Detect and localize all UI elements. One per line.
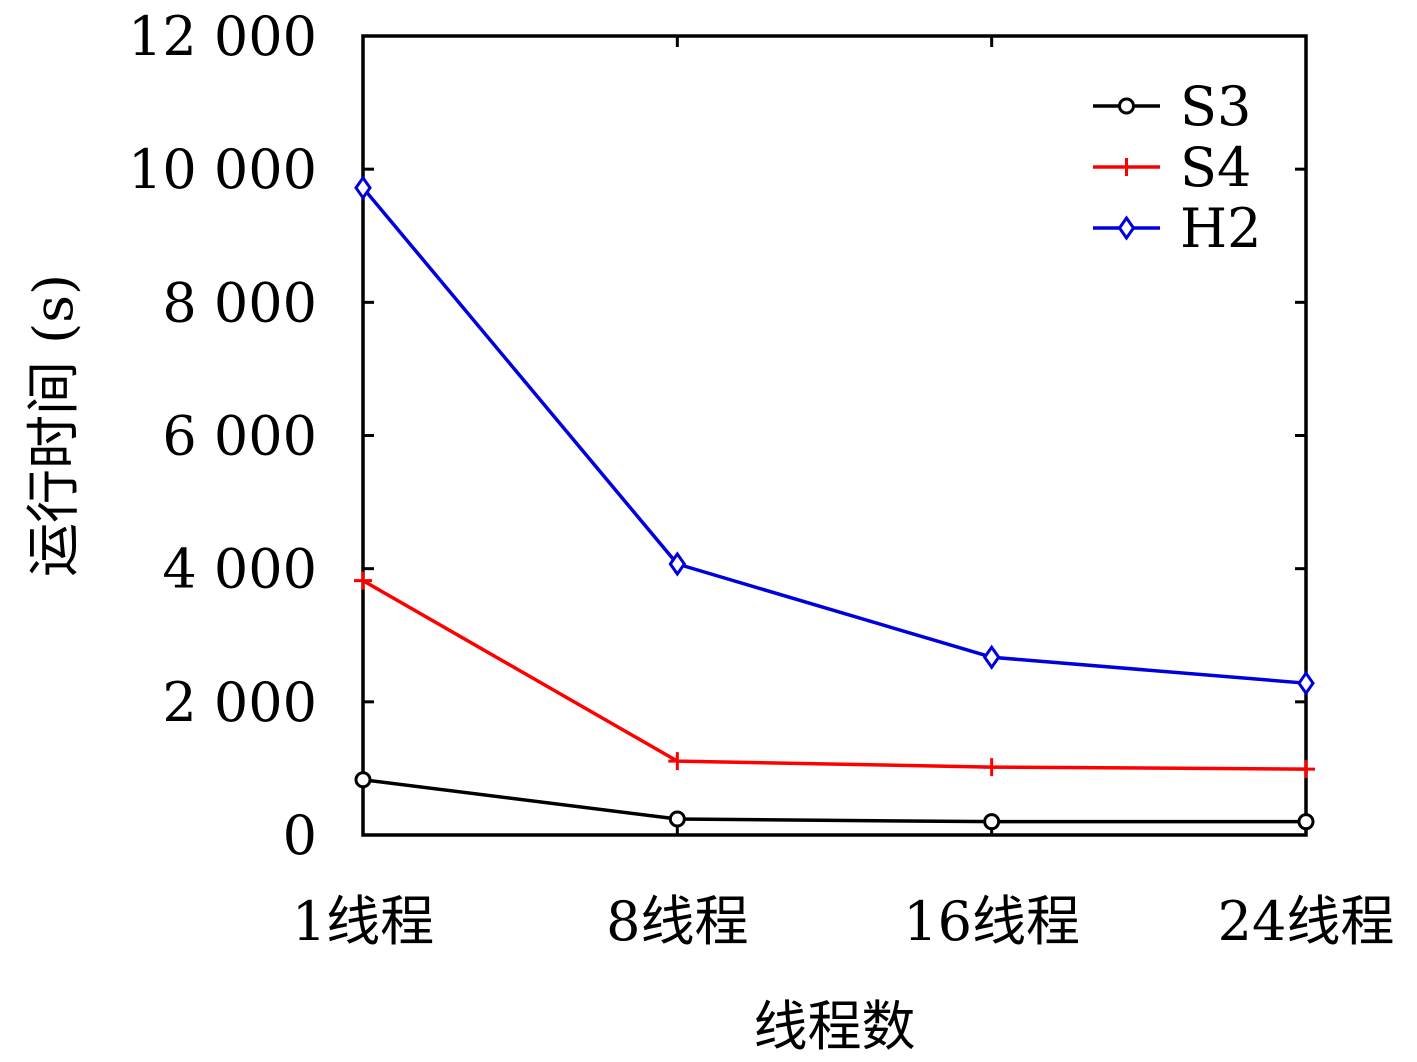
axes: 0 2 000 4 000 6 000 8 000 10 000 12 000 1线程 8线程 1… <box>128 5 1394 953</box>
y-tick-label: 0 <box>283 804 317 867</box>
y-tick-label: 4 000 <box>162 538 317 601</box>
data-point-s3 <box>354 771 372 789</box>
legend-entry-s3: S3 <box>1093 75 1251 138</box>
legend-marker <box>1118 97 1135 115</box>
y-tick-label: 10 000 <box>128 138 317 201</box>
data-point-h2 <box>982 644 1001 670</box>
series-group <box>354 175 1315 831</box>
legend-marker <box>1117 215 1136 241</box>
y-tick-label: 2 000 <box>162 671 317 734</box>
y-tick-label: 8 000 <box>162 271 317 334</box>
y-tick-label: 6 000 <box>162 405 317 468</box>
legend-label: S3 <box>1180 75 1251 138</box>
legend-marker <box>1117 158 1136 176</box>
data-point-s3 <box>668 810 686 828</box>
series-s4 <box>354 571 1315 779</box>
series-h2 <box>354 175 1315 696</box>
x-tick-label: 1线程 <box>292 890 434 953</box>
plot-area <box>361 34 1308 837</box>
data-point-s3 <box>1297 813 1315 831</box>
data-point-h2 <box>1297 670 1315 696</box>
data-point-h2 <box>354 175 372 201</box>
series-s3 <box>354 771 1315 831</box>
x-tick-label: 24线程 <box>1218 890 1395 953</box>
x-tick-label: 16线程 <box>903 890 1080 953</box>
y-axis-title: 运行时间 (s) <box>22 274 85 577</box>
legend-label: H2 <box>1180 197 1261 260</box>
data-point-s4 <box>1297 760 1315 779</box>
x-tick-label: 8线程 <box>606 890 748 953</box>
data-point-s3 <box>983 813 1001 831</box>
data-point-s4 <box>668 752 687 771</box>
data-point-h2 <box>668 551 687 577</box>
series-line-s3 <box>362 777 1306 824</box>
series-line-h2 <box>361 186 1307 685</box>
x-axis-title: 线程数 <box>754 995 916 1058</box>
series-line-s4 <box>362 579 1307 771</box>
data-point-s4 <box>354 571 372 590</box>
y-tick-label: 12 000 <box>128 5 317 68</box>
data-point-s4 <box>982 758 1001 777</box>
legend-entry-s4: S4 <box>1093 136 1251 199</box>
plot-frame <box>361 34 1308 837</box>
legend-label: S4 <box>1180 136 1251 199</box>
legend-entry-h2: H2 <box>1093 197 1261 260</box>
